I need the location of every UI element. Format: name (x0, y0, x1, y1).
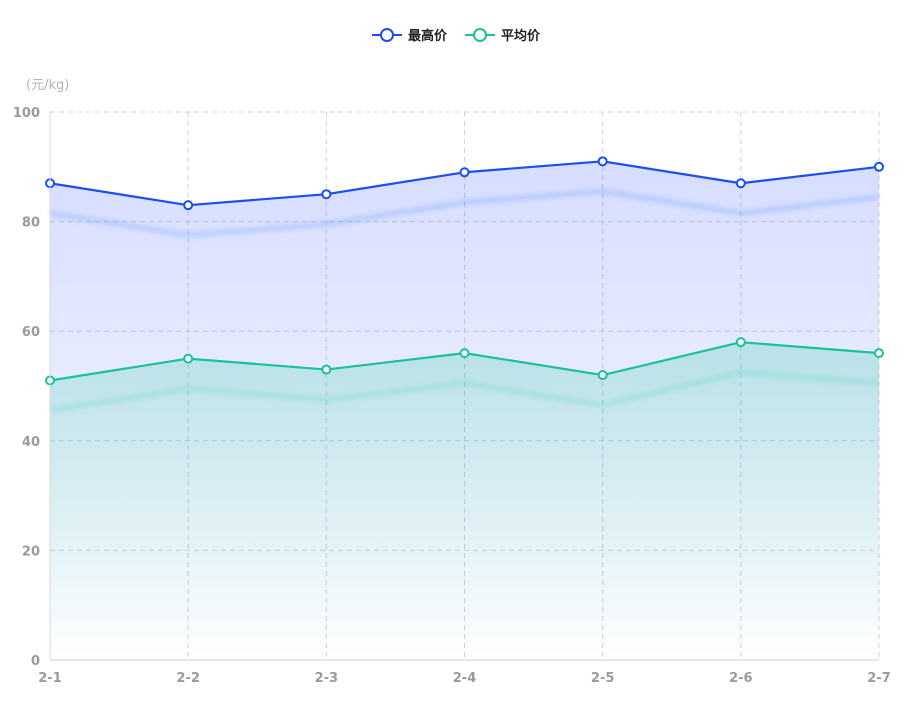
y-tick-label: 80 (22, 216, 40, 231)
line-shadows (49, 188, 880, 413)
data-point[interactable] (321, 189, 332, 200)
legend: 最高价 平均价 (372, 28, 541, 44)
y-tick-label: 100 (13, 106, 40, 121)
data-point[interactable] (874, 161, 884, 172)
series-area (50, 342, 879, 660)
y-tick-label: 0 (31, 654, 40, 669)
x-axis: 2-1 2-2 2-3 2-4 2-5 2-6 2-7 (38, 659, 891, 686)
data-point[interactable] (183, 200, 194, 211)
x-tick-label: 2-4 (453, 671, 477, 686)
series-shadow (49, 369, 880, 413)
x-tick-label: 2-5 (591, 671, 615, 686)
x-tick-label: 2-1 (38, 671, 62, 686)
data-point[interactable] (597, 370, 608, 381)
legend-label: 平均价 (501, 28, 541, 44)
legend-item[interactable]: 平均价 (465, 28, 541, 44)
legend-label: 最高价 (408, 28, 448, 44)
y-tick-label: 40 (22, 435, 40, 450)
x-tick-label: 2-2 (176, 671, 200, 686)
data-point[interactable] (459, 167, 470, 178)
area-fills (50, 161, 879, 660)
x-tick-label: 2-6 (729, 671, 753, 686)
data-point[interactable] (183, 353, 194, 364)
x-tick-label: 2-7 (867, 671, 891, 686)
legend-item[interactable]: 最高价 (372, 28, 448, 44)
series-shadow-group (49, 188, 880, 238)
legend-circle-icon (380, 28, 394, 42)
y-tick-label: 60 (22, 325, 40, 340)
legend-circle-icon (473, 28, 487, 42)
data-point[interactable] (874, 348, 884, 359)
data-point[interactable] (597, 156, 608, 167)
series-shadow (49, 188, 880, 238)
data-point[interactable] (459, 348, 470, 359)
data-point[interactable] (735, 178, 746, 189)
y-axis-unit-label: (元/kg) (26, 78, 69, 93)
data-point[interactable] (735, 337, 746, 348)
x-tick-label: 2-3 (315, 671, 339, 686)
data-point[interactable] (321, 364, 332, 375)
y-axis: 0 20 40 60 80 100 (13, 106, 51, 669)
y-tick-label: 20 (22, 544, 40, 559)
series-shadow-group (49, 369, 880, 413)
